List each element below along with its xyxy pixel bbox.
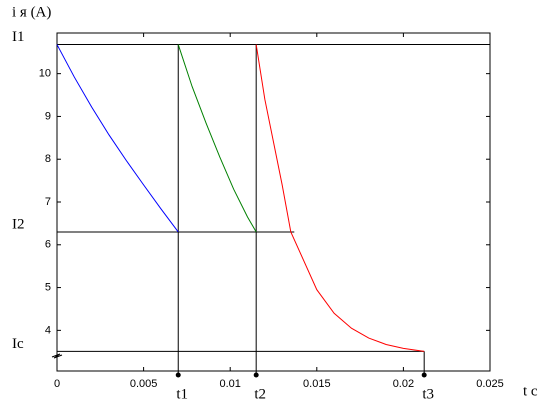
y-tick-label: 6	[45, 239, 51, 251]
x-tick-label: 0.015	[303, 378, 331, 390]
x-tick-label: 0.01	[219, 378, 240, 390]
marker-dot	[175, 372, 181, 378]
curve	[177, 44, 257, 233]
y-tick-label: 5	[45, 281, 51, 293]
axis-break	[51, 353, 63, 359]
x-tick-label: 0.005	[130, 378, 158, 390]
y-tick-label: 8	[45, 153, 51, 165]
marker-label: t2	[254, 386, 266, 402]
x-axis-label: t c	[523, 383, 538, 399]
x-tick-label: 0	[54, 378, 60, 390]
marker-dot	[253, 372, 259, 378]
x-tick-label: 0.025	[476, 378, 504, 390]
y-tick-label: 10	[39, 68, 51, 80]
level-label: I1	[12, 29, 25, 45]
x-tick-label: 0.02	[393, 378, 414, 390]
y-axis-label: i я (A)	[12, 4, 51, 20]
y-tick-label: 7	[45, 196, 51, 208]
level-label: I2	[12, 216, 25, 232]
curve	[56, 44, 179, 233]
curve	[255, 44, 425, 352]
marker-label: t3	[422, 386, 434, 402]
y-tick-label: 4	[45, 324, 51, 336]
marker-dot	[421, 372, 427, 378]
level-label: Ic	[12, 336, 24, 352]
plot-frame	[56, 32, 491, 372]
y-tick-label: 9	[45, 110, 51, 122]
marker-label: t1	[176, 386, 188, 402]
